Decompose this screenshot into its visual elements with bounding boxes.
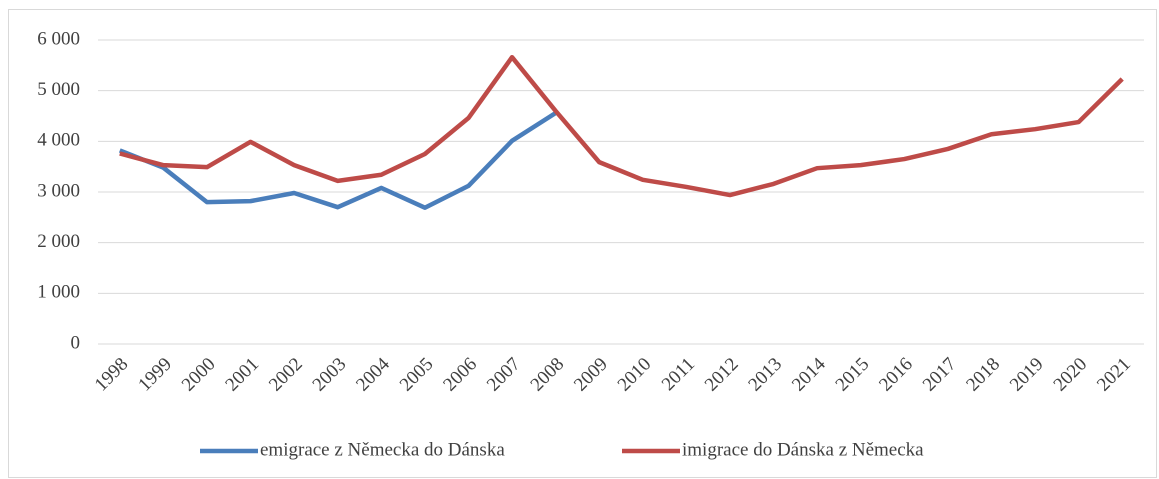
- y-tick-label: 0: [71, 332, 81, 353]
- series-line: [119, 54, 1124, 198]
- chart-frame: [8, 9, 1157, 478]
- legend-label: imigrace do Dánska z Německa: [682, 439, 924, 460]
- y-tick-label: 4 000: [37, 130, 80, 151]
- series-line: [118, 111, 557, 210]
- legend-label: emigrace z Německa do Dánska: [260, 439, 505, 460]
- y-tick-label: 3 000: [37, 180, 80, 201]
- y-tick-label: 6 000: [37, 28, 80, 49]
- y-tick-label: 2 000: [37, 231, 80, 252]
- y-tick-label: 1 000: [37, 282, 80, 303]
- y-tick-label: 5 000: [37, 79, 80, 100]
